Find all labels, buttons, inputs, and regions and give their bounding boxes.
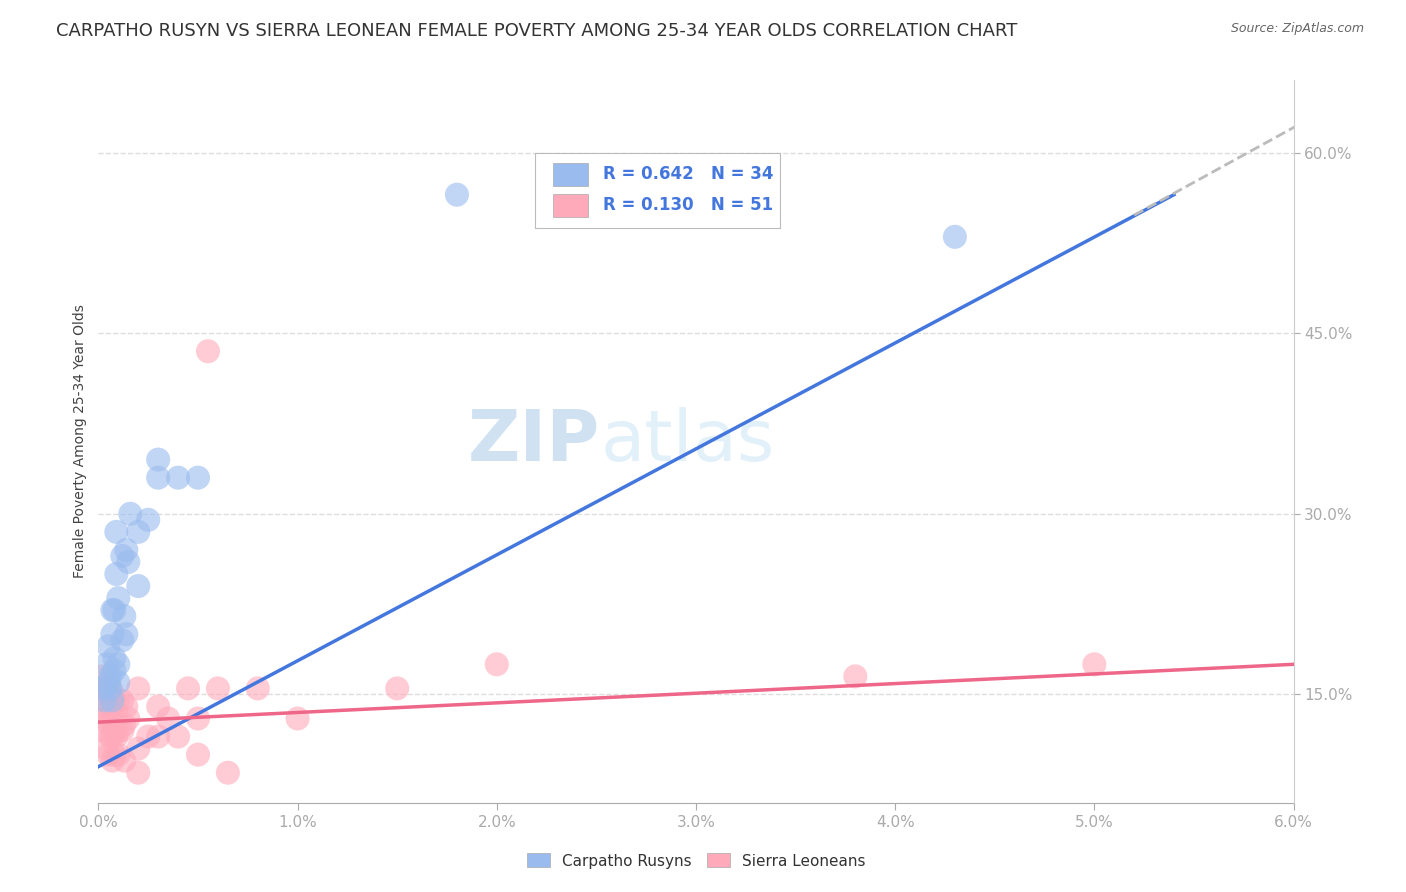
Point [105,706,128,720]
Point [107,657,129,672]
Point [167,471,190,485]
Point [385,681,409,696]
Point [97,747,120,762]
Point [127,681,149,696]
Point [103,603,125,617]
Point [485,657,508,672]
Point [107,747,129,762]
Point [101,693,124,707]
Point [187,747,209,762]
Point [96,741,118,756]
Point [101,693,124,707]
Point [97,675,120,690]
Point [117,555,139,569]
Text: R = 0.130   N = 51: R = 0.130 N = 51 [603,196,773,214]
Point [107,591,129,606]
Point [97,717,120,731]
Point [127,579,149,593]
Point [207,681,229,696]
Text: CARPATHO RUSYN VS SIERRA LEONEAN FEMALE POVERTY AMONG 25-34 YEAR OLDS CORRELATIO: CARPATHO RUSYN VS SIERRA LEONEAN FEMALE … [56,22,1018,40]
Point [127,741,149,756]
Y-axis label: Female Poverty Among 25-34 Year Olds: Female Poverty Among 25-34 Year Olds [73,304,87,579]
Point [89,681,111,696]
Point [446,187,468,202]
Point [97,639,120,653]
Point [127,524,149,539]
Point [101,627,124,641]
Point [115,627,138,641]
Text: ZIP: ZIP [468,407,600,476]
Point [98,712,122,726]
Point [157,712,180,726]
Point [105,524,128,539]
Point [187,712,209,726]
Legend: Carpatho Rusyns, Sierra Leoneans: Carpatho Rusyns, Sierra Leoneans [520,847,872,875]
Point [98,681,122,696]
Point [103,651,125,665]
Point [93,693,115,707]
FancyBboxPatch shape [534,153,780,228]
Point [93,693,115,707]
FancyBboxPatch shape [553,194,589,217]
Point [112,754,135,768]
Point [148,699,170,714]
Point [97,699,120,714]
Point [112,717,135,731]
Point [105,567,128,582]
Point [111,723,134,738]
Point [98,669,122,683]
Point [1083,657,1105,672]
Point [98,681,122,696]
Point [91,681,114,696]
Point [120,507,142,521]
Point [101,603,124,617]
Point [107,675,129,690]
Point [136,730,159,744]
FancyBboxPatch shape [553,162,589,186]
Point [103,723,125,738]
Point [115,699,138,714]
Point [91,669,114,683]
Point [96,657,118,672]
Point [103,693,125,707]
Point [96,712,118,726]
Point [167,730,190,744]
Point [111,693,134,707]
Point [197,344,219,359]
Point [96,681,118,696]
Point [943,229,966,244]
Point [103,747,125,762]
Point [107,723,129,738]
Point [93,723,115,738]
Point [148,452,170,467]
Point [111,633,134,648]
Point [148,471,170,485]
Text: R = 0.642   N = 34: R = 0.642 N = 34 [603,165,773,183]
Point [103,664,125,678]
Point [127,765,149,780]
Point [117,712,139,726]
Point [115,542,138,557]
Point [217,765,239,780]
Point [287,712,309,726]
Point [101,754,124,768]
Point [98,730,122,744]
Point [844,669,866,683]
Text: atlas: atlas [600,407,775,476]
Point [101,730,124,744]
Point [246,681,269,696]
Point [107,693,129,707]
Point [105,730,128,744]
Point [111,549,134,563]
Point [177,681,200,696]
Point [112,609,135,624]
Point [136,513,159,527]
Point [91,699,114,714]
Text: Source: ZipAtlas.com: Source: ZipAtlas.com [1230,22,1364,36]
Point [148,730,170,744]
Point [187,471,209,485]
